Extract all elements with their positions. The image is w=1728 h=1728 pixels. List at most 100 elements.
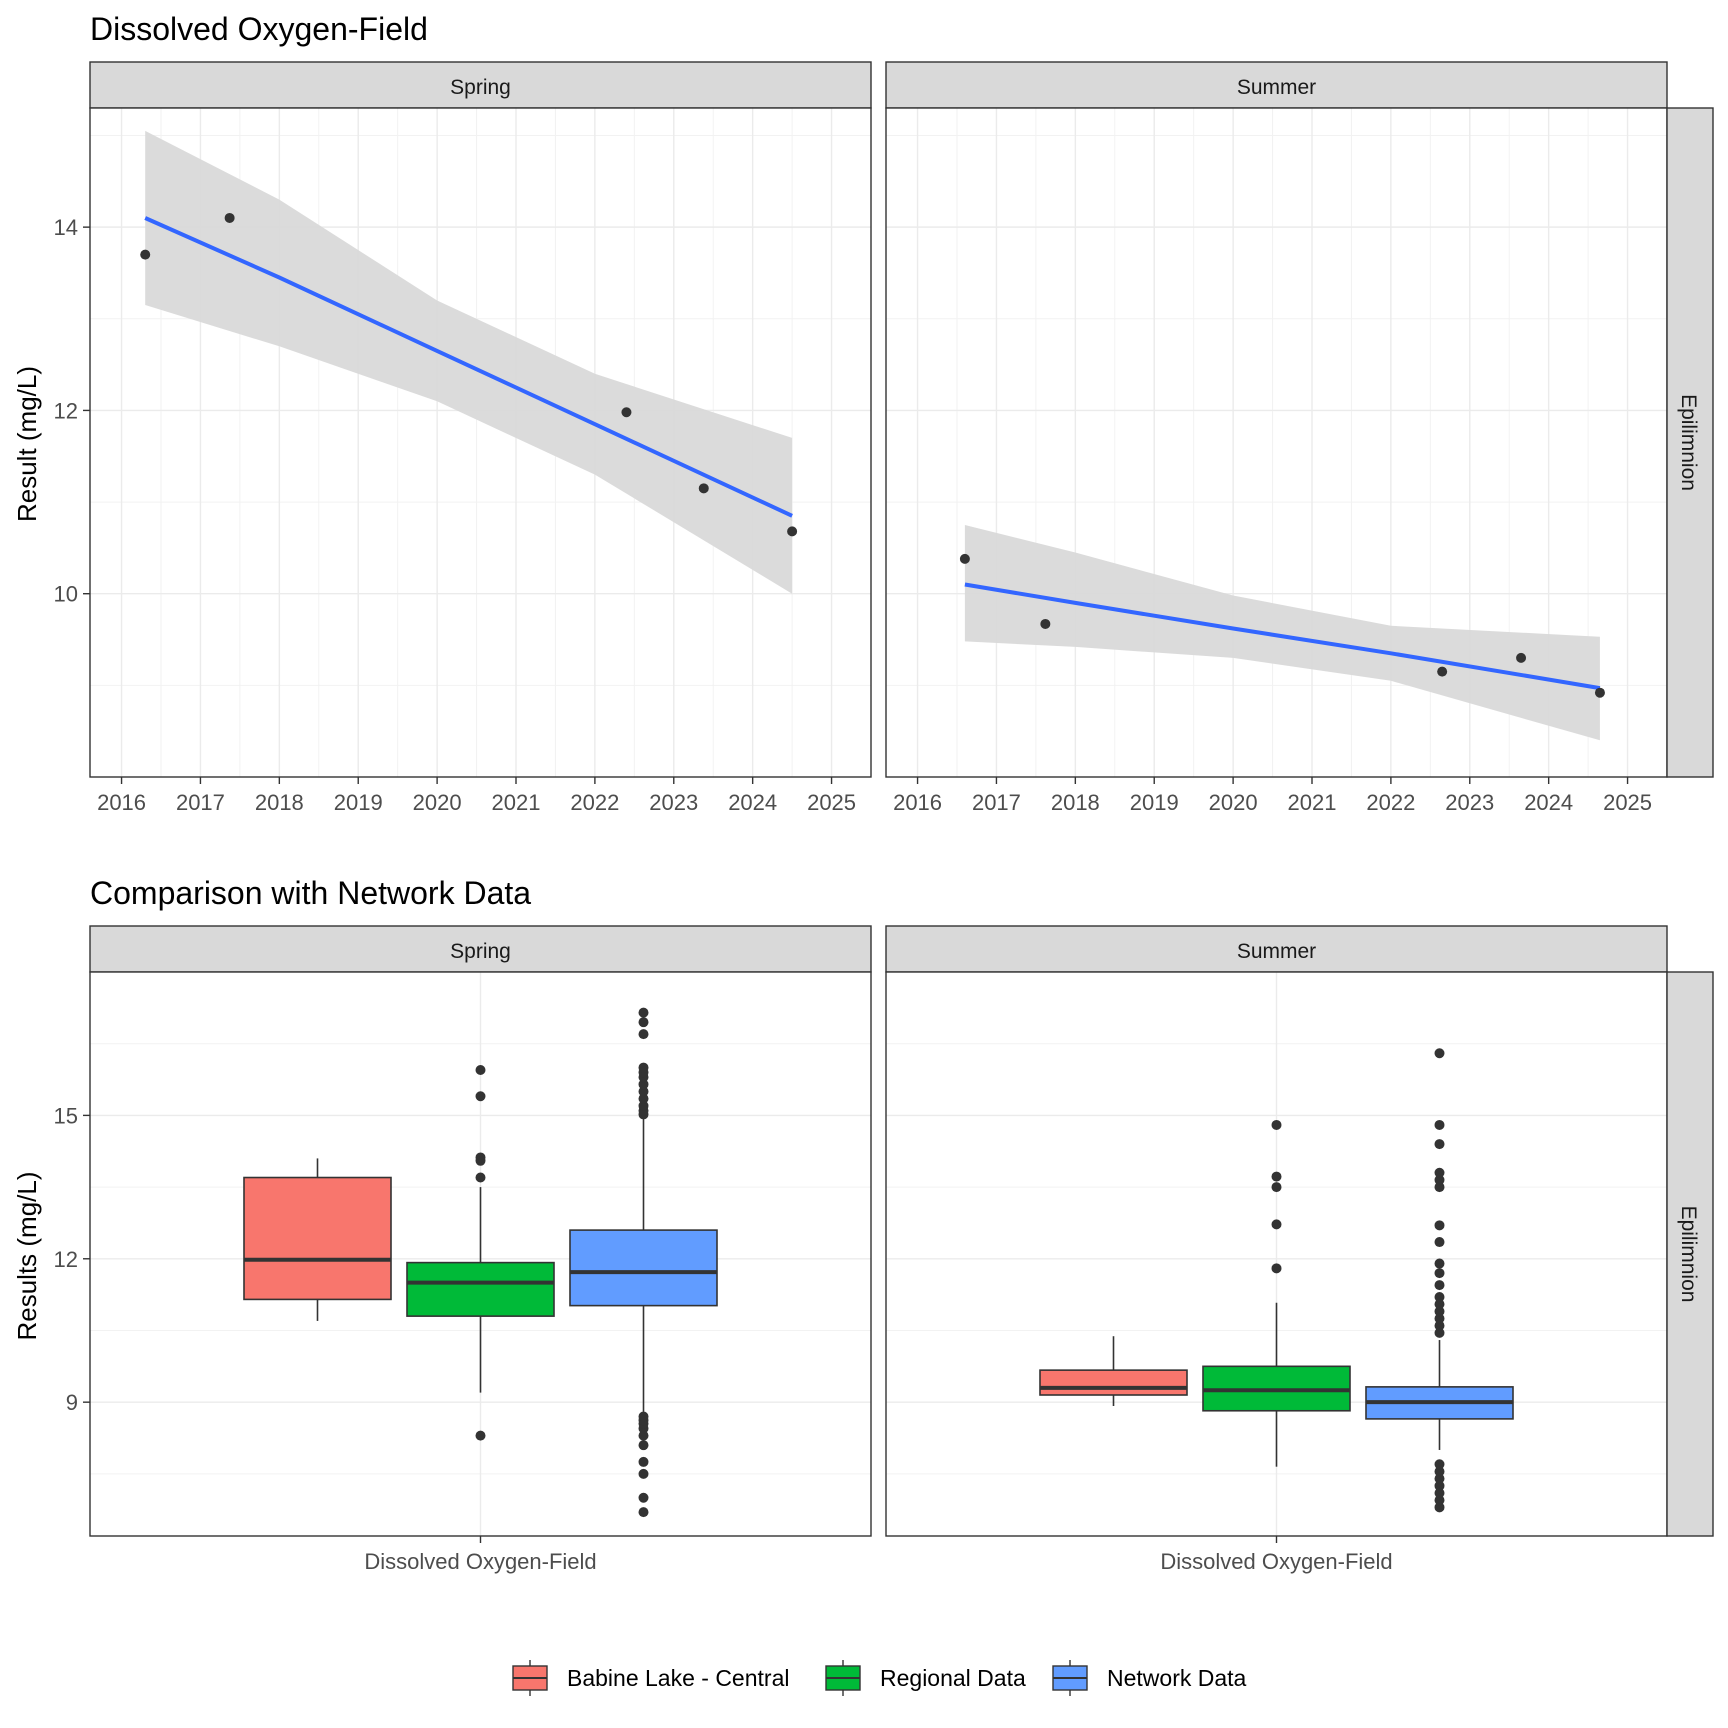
outlier-point xyxy=(1434,1237,1445,1248)
top-y-axis-title: Result (mg/L) xyxy=(12,366,42,522)
x-tick-label: 2024 xyxy=(728,790,777,815)
trend-line xyxy=(144,216,793,518)
top-panel-summer: Summer 2016 2017 2018 2019 2020 2021 2022 2023 20… xyxy=(885,61,1668,815)
x-tick-label: 2020 xyxy=(413,790,462,815)
trend-line xyxy=(964,582,1601,691)
bottom-panel-spring: Spring Dissolved Oxygen-Field xyxy=(89,925,872,1574)
x-tick-label: 2025 xyxy=(1603,790,1652,815)
outlier-point xyxy=(638,1468,649,1479)
y-tick-label: 12 xyxy=(54,1247,78,1272)
top-chart-title: Dissolved Oxygen-Field xyxy=(90,11,428,47)
outlier-point xyxy=(1434,1174,1445,1185)
x-tick-label: 2019 xyxy=(334,790,383,815)
outlier-point xyxy=(1434,1292,1445,1303)
outlier-point xyxy=(1271,1171,1282,1182)
outlier-point xyxy=(1434,1306,1445,1317)
outlier-point xyxy=(638,1411,649,1422)
legend-label: Regional Data xyxy=(880,1665,1026,1691)
top-panel-spring: Spring 2016 2017 2018 2019 2020 2021 2022 2023 20… xyxy=(89,61,872,815)
bottom-strip-summer xyxy=(885,925,1668,973)
outlier-point xyxy=(1434,1280,1445,1291)
outlier-point xyxy=(475,1064,486,1075)
x-tick-label: 2024 xyxy=(1524,790,1573,815)
x-tick-label: 2016 xyxy=(97,790,146,815)
top-chart: Spring 2016 2017 2018 2019 2020 2021 2022 2023 20… xyxy=(54,61,1714,815)
outlier-point xyxy=(1434,1502,1445,1513)
data-point xyxy=(698,483,709,494)
outlier-point xyxy=(638,1017,649,1028)
confidence-band xyxy=(964,525,1600,741)
bottom-panel-summer: Summer Dissolved Oxygen-Field xyxy=(885,925,1668,1574)
outlier-point xyxy=(1434,1299,1445,1310)
legend-label: Network Data xyxy=(1107,1665,1247,1691)
outlier-point xyxy=(1434,1220,1445,1231)
outlier-point xyxy=(1434,1258,1445,1269)
outlier-point xyxy=(638,1492,649,1503)
outlier-point xyxy=(638,1507,649,1518)
outlier-point xyxy=(1434,1182,1445,1193)
x-tick-label: 2017 xyxy=(176,790,225,815)
legend: Babine Lake - Central Regional Data Networ… xyxy=(512,1660,1247,1696)
data-point xyxy=(1516,652,1527,663)
outlier-point xyxy=(1434,1487,1445,1498)
box-network-data xyxy=(569,1007,718,1518)
confidence-band xyxy=(145,130,793,594)
x-tick-label: 2016 xyxy=(893,790,942,815)
data-point xyxy=(1594,687,1605,698)
outlier-point xyxy=(638,1430,649,1441)
y-tick-label: 10 xyxy=(54,582,78,607)
data-point xyxy=(787,526,798,537)
y-tick-label: 15 xyxy=(54,1103,78,1128)
box-babine-lake-central xyxy=(243,1158,392,1321)
outlier-point xyxy=(1434,1466,1445,1477)
data-point xyxy=(224,212,235,223)
outlier-point xyxy=(1434,1459,1445,1470)
outlier-point xyxy=(638,1093,649,1104)
x-tick-label: 2023 xyxy=(649,790,698,815)
box-body xyxy=(243,1176,392,1301)
box-regional-data xyxy=(1202,1119,1351,1467)
x-tick-label: 2019 xyxy=(1130,790,1179,815)
x-tick-label: 2022 xyxy=(570,790,619,815)
outlier-point xyxy=(1434,1480,1445,1491)
outlier-point xyxy=(638,1079,649,1090)
outlier-point xyxy=(1434,1313,1445,1324)
bottom-chart-title: Comparison with Network Data xyxy=(90,875,531,911)
x-tick-label: Dissolved Oxygen-Field xyxy=(364,1549,596,1574)
x-tick-label: 2017 xyxy=(972,790,1021,815)
outlier-point xyxy=(1434,1473,1445,1484)
outlier-point xyxy=(638,1100,649,1111)
outlier-point xyxy=(475,1430,486,1441)
x-tick-label: 2018 xyxy=(255,790,304,815)
outlier-point xyxy=(1434,1167,1445,1178)
data-point xyxy=(1437,666,1448,677)
x-tick-label: 2020 xyxy=(1209,790,1258,815)
outlier-point xyxy=(1434,1119,1445,1130)
outlier-point xyxy=(638,1086,649,1097)
x-tick-label: 2021 xyxy=(492,790,541,815)
outlier-point xyxy=(1434,1327,1445,1338)
bottom-strip-label: Summer xyxy=(1237,940,1316,963)
outlier-point xyxy=(475,1152,486,1163)
x-tick-label: Dissolved Oxygen-Field xyxy=(1160,1549,1392,1574)
x-tick-label: 2021 xyxy=(1288,790,1337,815)
data-point xyxy=(959,553,970,564)
outlier-point xyxy=(1434,1048,1445,1059)
outlier-point xyxy=(638,1440,649,1451)
box-body xyxy=(569,1229,718,1307)
outlier-point xyxy=(638,1062,649,1073)
outlier-point xyxy=(1434,1268,1445,1279)
x-tick-label: 2022 xyxy=(1366,790,1415,815)
top-strip-spring xyxy=(89,61,872,109)
outlier-point xyxy=(1434,1320,1445,1331)
box-network-data xyxy=(1365,1048,1514,1513)
box-body xyxy=(1039,1369,1188,1396)
box-regional-data xyxy=(406,1064,555,1441)
outlier-point xyxy=(1271,1182,1282,1193)
x-tick-label: 2025 xyxy=(807,790,856,815)
legend-label: Babine Lake - Central xyxy=(567,1665,789,1691)
data-point xyxy=(621,407,632,418)
outlier-point xyxy=(638,1007,649,1018)
bottom-y-axis-title: Results (mg/L) xyxy=(12,1171,42,1340)
